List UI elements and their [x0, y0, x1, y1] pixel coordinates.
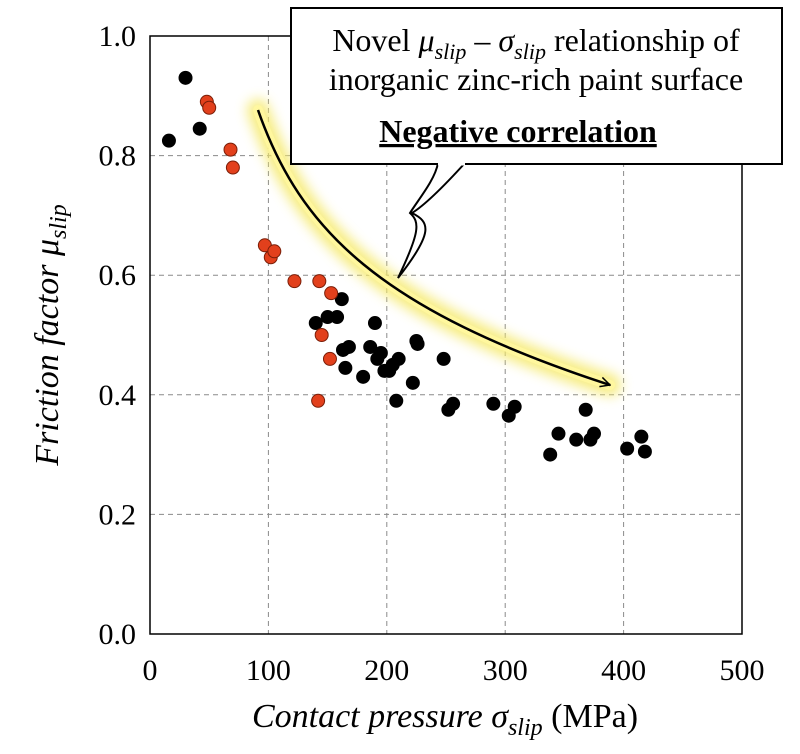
red-data-point	[311, 393, 326, 408]
black-data-point	[363, 339, 378, 354]
red-data-point	[314, 328, 329, 342]
red-data-point	[287, 274, 302, 289]
black-data-point	[551, 426, 566, 441]
x-tick-label: 400	[601, 654, 646, 687]
callout-pointer	[397, 162, 468, 279]
red-data-point	[202, 100, 217, 115]
y-tick-label: 0.0	[99, 618, 137, 651]
black-data-point	[543, 447, 558, 462]
red-data-point	[312, 274, 327, 289]
red-data-point	[324, 286, 339, 301]
data-points	[161, 70, 652, 462]
black-data-point	[507, 399, 522, 414]
y-tick-label: 0.4	[99, 379, 137, 412]
x-tick-label: 300	[483, 654, 528, 687]
tick-labels: 0 100 200 300 400 500 0.0 0.2 0.4 0.6 0.8 1.0	[99, 20, 765, 687]
black-data-point	[637, 444, 652, 459]
black-data-point	[178, 70, 193, 85]
black-data-point	[446, 396, 461, 411]
black-data-point	[410, 336, 425, 351]
black-data-point	[330, 310, 345, 325]
annotation-callout: Novel μslip – σslip relationship of inor…	[290, 7, 783, 279]
annotation-line1: Novel μslip – σslip relationship of	[332, 22, 740, 64]
y-tick-label: 1.0	[99, 20, 137, 53]
black-data-point	[486, 396, 501, 411]
y-tick-label: 0.8	[99, 140, 137, 173]
black-data-point	[373, 345, 388, 360]
annotation-line2: inorganic zinc-rich paint surface	[329, 61, 743, 97]
black-data-point	[367, 316, 382, 331]
x-axis-title: Contact pressure σslip (MPa)	[252, 698, 638, 741]
annotation-box	[290, 7, 783, 165]
annotation-line3: Negative correlation	[379, 113, 657, 149]
trend-arrow	[247, 99, 621, 396]
black-data-point	[389, 393, 404, 408]
black-data-point	[578, 402, 593, 417]
y-axis-title: Friction factor μslip	[29, 204, 72, 466]
red-data-point	[267, 244, 282, 259]
black-data-point	[391, 351, 406, 366]
black-data-point	[569, 432, 584, 447]
black-data-point	[356, 369, 371, 384]
black-data-point	[334, 292, 349, 307]
black-data-point	[436, 351, 451, 366]
black-data-point	[634, 429, 649, 444]
black-data-point	[587, 426, 601, 441]
x-tick-label: 100	[246, 654, 291, 687]
red-data-point	[225, 160, 240, 175]
x-tick-label: 500	[720, 654, 765, 687]
x-tick-label: 0	[143, 654, 158, 687]
red-data-point	[322, 351, 337, 366]
black-data-point	[341, 339, 356, 354]
red-data-point	[223, 142, 238, 157]
black-data-point	[338, 360, 353, 375]
x-tick-label: 200	[364, 654, 409, 687]
black-data-point	[192, 121, 207, 136]
black-data-point	[308, 316, 323, 331]
black-data-point	[620, 441, 635, 456]
black-data-point	[405, 375, 420, 390]
y-tick-label: 0.2	[99, 498, 137, 531]
black-data-point	[161, 133, 176, 148]
y-tick-label: 0.6	[99, 259, 137, 292]
trend-arrow-line	[256, 109, 610, 385]
